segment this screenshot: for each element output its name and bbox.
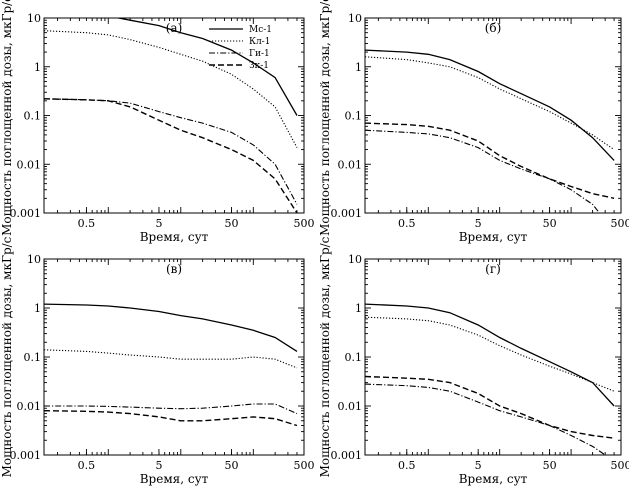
x-axis-title: Время, сут	[459, 230, 528, 244]
x-tick-label: 0.5	[78, 217, 96, 230]
y-tick-label: 0.001	[10, 449, 42, 462]
legend-label: Мс-1	[249, 25, 272, 35]
legend-label: Зк-1	[249, 61, 269, 71]
plot-frame	[364, 258, 622, 456]
series-line-4	[44, 98, 298, 213]
series-line-1	[365, 49, 615, 161]
series-line-4	[365, 375, 615, 439]
y-tick-label: 0.01	[338, 400, 363, 413]
legend-label: Ги-1	[249, 49, 270, 59]
chart-panel-4: 0.001 0.01 0.1 1 10 0.5 5 50 500 Время, сут Мощнос…	[318, 236, 629, 486]
panel-label: (г)	[485, 262, 501, 276]
x-axis-title: Время, сут	[140, 230, 209, 244]
series-line-3	[365, 129, 600, 213]
x-tick-label: 50	[224, 217, 238, 230]
series-line-4	[365, 122, 615, 199]
y-tick-label: 0.01	[17, 158, 42, 171]
legend: Мс-1 Кл-1 Ги-1 Зк-1	[209, 25, 272, 71]
x-tick-label: 500	[611, 217, 629, 230]
y-tick-label: 0.01	[17, 400, 42, 413]
y-axis-title: Мощность поглощенной дозы, мкГр/с	[318, 236, 332, 477]
x-axis-title: Время, сут	[459, 472, 528, 486]
y-tick-label: 10	[348, 12, 362, 25]
series-line-1	[44, 303, 298, 352]
x-axis-title: Время, сут	[140, 472, 209, 486]
y-tick-label: 0.1	[24, 110, 42, 123]
y-tick-label: 1	[355, 61, 362, 74]
chart-panel-3: 0.001 0.01 0.1 1 10 0.5 5 50 500 Время, сут Мощнос…	[0, 236, 315, 486]
x-tick-label: 0.5	[78, 459, 96, 472]
x-tick-label: 5	[155, 459, 162, 472]
y-tick-label: 0.01	[338, 158, 363, 171]
x-tick-label: 5	[475, 459, 482, 472]
y-axis-title: Мощность поглощенной дозы, мкГр/с	[0, 236, 14, 477]
x-tick-label: 500	[294, 217, 315, 230]
x-tick-label: 5	[475, 217, 482, 230]
x-tick-label: 0.5	[398, 217, 416, 230]
x-tick-label: 50	[224, 459, 238, 472]
y-tick-label: 0.001	[331, 449, 363, 462]
y-tick-label: 10	[27, 12, 41, 25]
series-line-2	[365, 56, 615, 151]
y-tick-label: 0.001	[10, 207, 42, 220]
legend-label: Кл-1	[249, 37, 270, 47]
plot-frame	[364, 17, 622, 214]
y-axis-title: Мощность поглощенной дозы, мкГр/с	[0, 0, 14, 236]
chart-panel-1: 0.001 0.01 0.1 1 10 0.5 5 50 500 Время, сут Мощнос…	[0, 0, 315, 244]
y-tick-label: 10	[348, 253, 362, 266]
series-line-3	[44, 403, 298, 415]
x-tick-label: 50	[543, 459, 557, 472]
plot-frame	[43, 258, 305, 456]
panel-label: (в)	[166, 262, 182, 276]
x-tick-label: 5	[155, 217, 162, 230]
series-line-2	[44, 30, 298, 148]
x-tick-label: 50	[543, 217, 557, 230]
y-tick-label: 0.1	[24, 351, 42, 364]
series-line-1	[115, 18, 298, 116]
x-tick-label: 500	[611, 459, 629, 472]
y-tick-label: 0.1	[345, 110, 363, 123]
x-tick-label: 500	[294, 459, 315, 472]
panel-label: (б)	[485, 21, 502, 35]
series-line-2	[365, 316, 615, 392]
y-tick-label: 0.1	[345, 351, 363, 364]
y-tick-label: 1	[355, 302, 362, 315]
chart-panel-2: 0.001 0.01 0.1 1 10 0.5 5 50 500 Время, сут Мощнос…	[318, 0, 629, 244]
y-tick-label: 1	[34, 61, 41, 74]
series-line-1	[365, 303, 615, 407]
x-tick-label: 0.5	[398, 459, 416, 472]
series-line-3	[365, 383, 606, 455]
y-tick-label: 1	[34, 302, 41, 315]
series-line-4	[44, 410, 298, 427]
y-tick-label: 0.001	[331, 207, 363, 220]
series-line-3	[44, 98, 298, 205]
series-line-2	[44, 349, 298, 369]
y-axis-title: Мощность поглощенной дозы, мкГр/с	[318, 0, 332, 236]
y-tick-label: 10	[27, 253, 41, 266]
